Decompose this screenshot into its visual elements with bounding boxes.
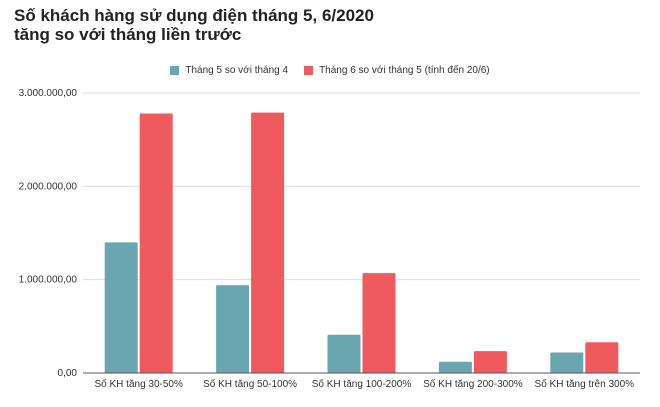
bar-thang-6 xyxy=(139,113,173,374)
x-tick-label: Số KH tăng 50-100% xyxy=(203,378,297,390)
legend-item-thang-6: Tháng 6 so với tháng 5 (tính đến 20/6) xyxy=(304,65,490,76)
x-tick-label: Số KH tăng trên 300% xyxy=(535,378,635,390)
bar-thang-5 xyxy=(327,334,361,373)
bar-thang-6 xyxy=(585,342,619,373)
bar-thang-6 xyxy=(473,351,507,373)
x-tick-label: Số KH tăng 200-300% xyxy=(423,378,523,390)
legend-swatch-thang-5 xyxy=(170,66,180,75)
bar-thang-5 xyxy=(104,242,138,373)
chart-title-line-2: tăng so với tháng liền trước xyxy=(14,25,242,44)
legend-label-thang-6: Tháng 6 so với tháng 5 (tính đến 20/6) xyxy=(319,65,490,76)
chart-title-line-1: Số khách hàng sử dụng điện tháng 5, 6/20… xyxy=(14,6,374,25)
bar-thang-6 xyxy=(251,112,285,373)
legend-swatch-thang-6 xyxy=(304,66,314,75)
x-tick-label: Số KH tăng 100-200% xyxy=(312,378,412,390)
legend: Tháng 5 so với tháng 4 Tháng 6 so với th… xyxy=(0,65,660,76)
chart-title: Số khách hàng sử dụng điện tháng 5, 6/20… xyxy=(14,6,374,44)
bar-thang-5 xyxy=(438,361,472,373)
y-tick-label: 2.000.000,00 xyxy=(19,181,78,192)
legend-label-thang-5: Tháng 5 so với tháng 4 xyxy=(185,65,289,76)
bar-thang-5 xyxy=(550,352,584,373)
y-tick-label: 0,00 xyxy=(58,368,78,379)
bar-thang-6 xyxy=(362,273,396,373)
bar-thang-5 xyxy=(216,285,250,373)
y-tick-label: 1.000.000,00 xyxy=(19,275,78,286)
x-tick-label: Số KH tăng 30-50% xyxy=(95,378,183,390)
y-tick-label: 3.000.000,00 xyxy=(19,88,78,99)
legend-item-thang-5: Tháng 5 so với tháng 4 xyxy=(170,65,288,76)
